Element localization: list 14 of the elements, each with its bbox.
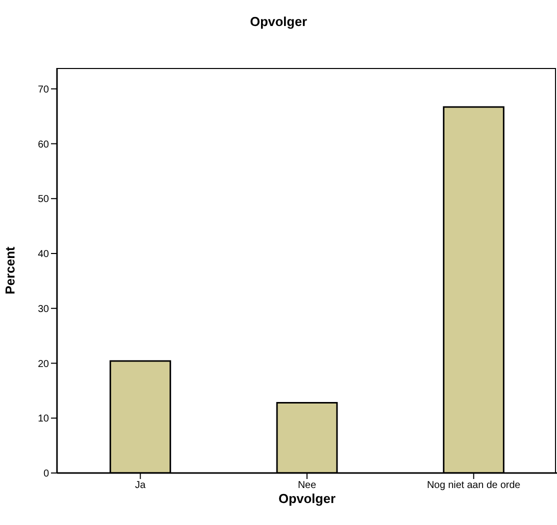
y-tick-label: 20 bbox=[38, 358, 50, 370]
y-tick-label: 50 bbox=[38, 194, 50, 206]
x-axis-title: Opvolger bbox=[278, 491, 336, 506]
x-tick-label: Nog niet aan de orde bbox=[426, 480, 521, 492]
y-tick-label: 0 bbox=[43, 468, 50, 480]
y-tick-label: 30 bbox=[38, 304, 50, 315]
y-tick-label: 60 bbox=[38, 139, 50, 150]
y-tick-label: 10 bbox=[38, 414, 50, 425]
x-tick-label: Ja bbox=[135, 480, 146, 492]
chart-title: Opvolger bbox=[248, 14, 308, 29]
y-tick-label: 40 bbox=[38, 249, 50, 260]
x-tick-label: Nee bbox=[298, 480, 317, 492]
y-tick-label: 70 bbox=[38, 84, 50, 96]
y-axis-title: Percent bbox=[2, 246, 18, 294]
